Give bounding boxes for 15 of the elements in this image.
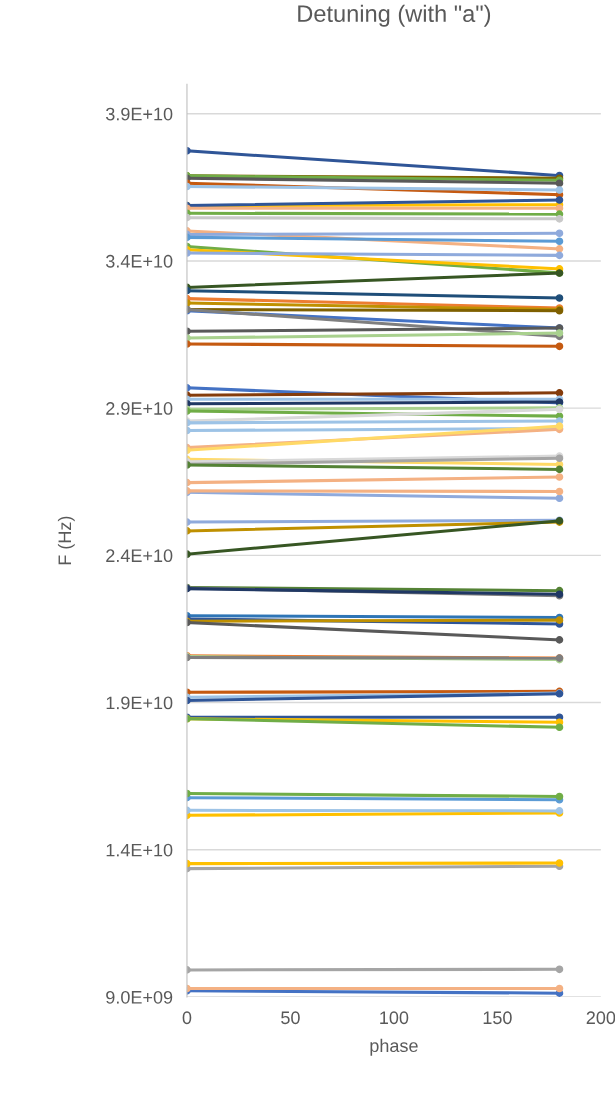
x-tick-label: 0 bbox=[182, 1011, 192, 1025]
y-tick-label: 2.9E+10 bbox=[106, 402, 173, 415]
x-tick-label: 150 bbox=[483, 1011, 512, 1025]
x-axis-title: phase bbox=[370, 1038, 418, 1056]
y-tick-label: 9.0E+09 bbox=[106, 990, 173, 1004]
y-tick-label: 3.9E+10 bbox=[105, 107, 173, 121]
y-axis-title: F (Hz) bbox=[57, 516, 75, 565]
x-tick-label: 50 bbox=[281, 1011, 300, 1025]
chart-title: Detuning (with "a") bbox=[298, 4, 491, 27]
x-tick-label: 100 bbox=[380, 1011, 409, 1025]
x-tick-label: 200 bbox=[586, 1011, 615, 1025]
y-tick-label: 3.4E+10 bbox=[105, 254, 173, 268]
y-tick-label: 1.4E+10 bbox=[106, 843, 173, 857]
y-tick-label: 2.4E+10 bbox=[106, 549, 173, 563]
y-tick-label: 1.9E+10 bbox=[106, 696, 173, 710]
